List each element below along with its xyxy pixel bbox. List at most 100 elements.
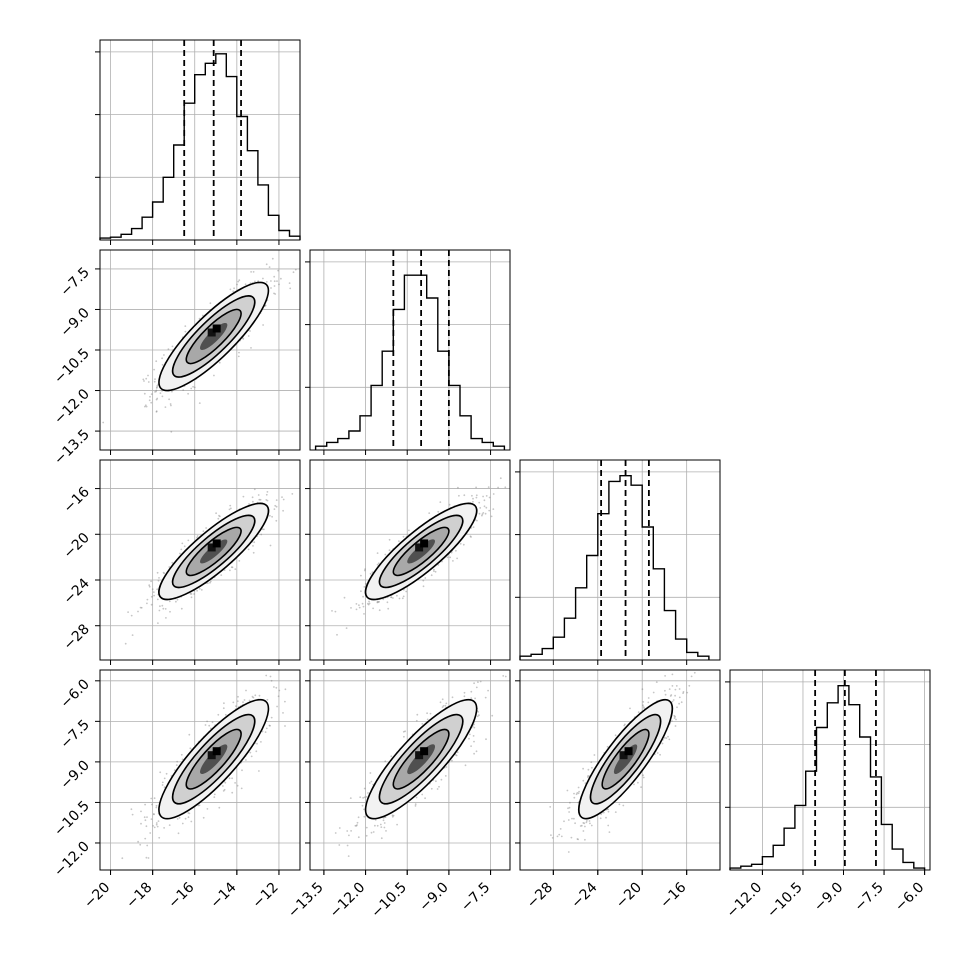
scatter-panel-3-1 [305,669,511,875]
scatter-point [492,493,495,495]
scatter-point [270,280,272,282]
scatter-point [187,539,190,542]
scatter-point [396,594,398,597]
scatter-point [237,280,240,283]
scatter-point [360,590,362,593]
scatter-point [140,822,142,825]
scatter-point [156,825,159,828]
scatter-point [265,281,268,283]
scatter-point [206,808,209,810]
scatter-point [139,843,142,846]
scatter-point [222,707,225,710]
scatter-point [478,512,481,515]
scatter-point [121,857,124,860]
scatter-point [550,834,552,836]
scatter-point [150,818,153,820]
scatter-point [362,605,365,608]
scatter-point [382,598,385,601]
scatter-point [338,844,341,846]
scatter-point [218,806,221,809]
panel-frame-2-0 [99,459,301,661]
scatter-point [161,781,164,784]
scatter-point [209,581,211,584]
scatter-point [490,515,493,518]
scatter-point [331,610,333,612]
scatter-point [664,689,666,692]
scatter-panel-2-1 [305,459,511,665]
scatter-point [263,668,265,670]
x-tick-label-0-2: −16 [165,879,197,911]
scatter-point [217,517,220,520]
x-tick-label-2-2: −20 [613,880,645,912]
scatter-point [587,768,590,771]
scatter-point [678,688,681,690]
scatter-point [153,797,156,800]
scatter-point [284,688,287,691]
scatter-point [643,707,646,709]
scatter-point [590,761,593,764]
scatter-point [479,507,482,509]
scatter-point [578,790,580,793]
scatter-point [289,287,292,290]
scatter-point [213,793,216,796]
hist-bg-3 [730,670,930,870]
scatter-point [269,675,272,678]
x-axis-ticks-0: −20 −18 −16 −14 −12 [81,870,282,912]
scatter-point [390,596,393,599]
scatter-point [164,406,167,408]
scatter-point [482,495,484,498]
scatter-point [176,598,179,601]
scatter-point [444,775,447,777]
scatter-point [378,609,381,612]
scatter-point [356,824,358,826]
scatter-point [240,787,243,790]
scatter-point [590,824,593,827]
scatter-point [229,569,231,572]
scatter-point [153,368,156,371]
scatter-point [251,695,254,698]
scatter-point [184,330,187,333]
scatter-point [131,634,134,636]
scatter-point [202,816,205,819]
scatter-point [369,772,372,774]
scatter-point [258,694,261,697]
scatter-point [456,751,459,754]
scatter-point [473,752,475,755]
scatter-point [408,529,410,532]
scatter-point [159,605,161,608]
scatter-point [252,271,255,273]
scatter-point [231,777,234,780]
scatter-point [334,610,337,613]
scatter-point [218,361,221,364]
scatter-point [624,723,626,726]
scatter-point [254,280,256,283]
scatter-point [468,733,471,736]
scatter-point [364,582,367,585]
scatter-point [165,617,167,619]
scatter-point [334,832,337,834]
scatter-point [282,509,284,512]
scatter-point [689,660,691,662]
scatter-point [262,324,264,326]
scatter-point [140,810,142,813]
scatter-point [156,386,158,388]
scatter-point [434,570,437,573]
scatter-point [163,827,166,829]
scatter-panel-1-0 [99,249,301,455]
scatter-point [580,824,583,827]
scatter-point [368,602,371,605]
scatter-point [402,595,405,598]
scatter-point [573,792,575,795]
scatter-point [678,696,681,699]
scatter-point [457,486,459,489]
scatter-point [158,836,161,839]
scatter-point [573,796,576,799]
scatter-point [182,389,185,391]
scatter-point [481,513,484,516]
scatter-point [478,714,480,717]
scatter-point [483,505,486,508]
scatter-point [445,766,448,768]
scatter-point [150,797,153,800]
hist-frame-3 [729,669,931,871]
